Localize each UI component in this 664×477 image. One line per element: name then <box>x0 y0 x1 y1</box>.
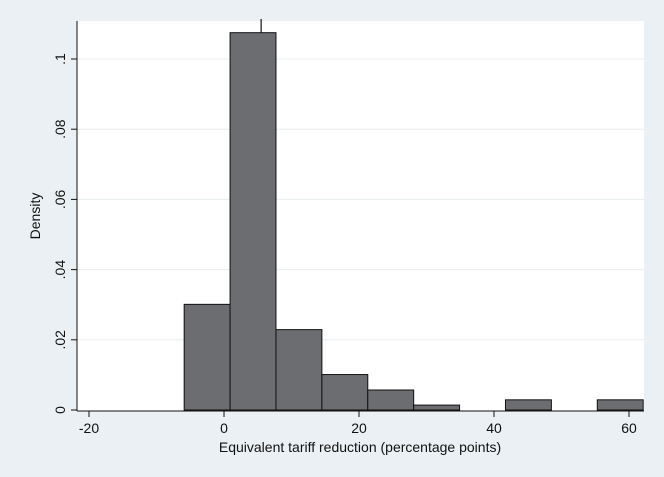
y-axis-title: Density <box>27 193 43 240</box>
y-tick-label: 0 <box>52 406 68 414</box>
y-tick-label: .04 <box>52 260 68 280</box>
histogram-bar <box>413 404 461 411</box>
histogram-bar <box>275 329 323 411</box>
y-tick-label: .08 <box>52 119 68 139</box>
histogram-bar <box>367 389 415 411</box>
x-axis-ticks: -20 0 20 40 60 <box>79 411 637 436</box>
y-axis-ticks: 0 .02 .04 .06 .08 .1 <box>52 53 77 414</box>
histogram-bar <box>321 374 369 411</box>
y-tick-label: .1 <box>52 53 68 65</box>
histogram-bar <box>596 399 644 411</box>
gridlines <box>77 58 644 341</box>
x-tick-label: 40 <box>486 420 502 436</box>
x-tick-label: 20 <box>351 420 367 436</box>
histogram-bar <box>183 303 231 411</box>
plot-area <box>77 21 644 411</box>
x-tick-label: -20 <box>79 420 99 436</box>
histogram-bar <box>504 399 552 411</box>
axes <box>76 21 644 412</box>
y-tick-label: .02 <box>52 330 68 350</box>
histogram-bar <box>229 32 277 411</box>
x-tick-label: 0 <box>220 420 228 436</box>
y-tick-label: .06 <box>52 189 68 209</box>
histogram-bars <box>183 32 644 411</box>
x-tick-label: 60 <box>621 420 637 436</box>
x-axis-title: Equivalent tariff reduction (percentage … <box>219 439 501 455</box>
